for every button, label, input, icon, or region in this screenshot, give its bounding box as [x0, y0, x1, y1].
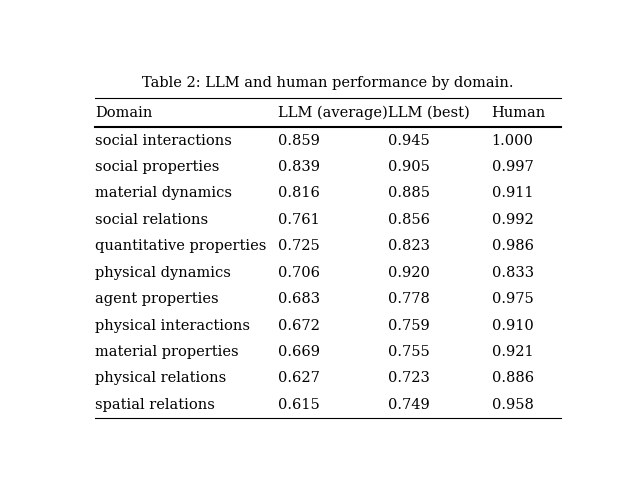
Text: 0.975: 0.975	[492, 292, 533, 306]
Text: physical interactions: physical interactions	[95, 318, 250, 333]
Text: 0.761: 0.761	[278, 213, 320, 227]
Text: Human: Human	[492, 106, 546, 120]
Text: 0.749: 0.749	[388, 398, 429, 412]
Text: 0.816: 0.816	[278, 186, 320, 200]
Text: spatial relations: spatial relations	[95, 398, 215, 412]
Text: 0.833: 0.833	[492, 266, 534, 280]
Text: 0.910: 0.910	[492, 318, 533, 333]
Text: 0.945: 0.945	[388, 133, 429, 148]
Text: 0.997: 0.997	[492, 160, 533, 174]
Text: social relations: social relations	[95, 213, 208, 227]
Text: 0.911: 0.911	[492, 186, 533, 200]
Text: 0.725: 0.725	[278, 239, 320, 253]
Text: 0.856: 0.856	[388, 213, 429, 227]
Text: 0.627: 0.627	[278, 371, 320, 385]
Text: 0.885: 0.885	[388, 186, 429, 200]
Text: LLM (best): LLM (best)	[388, 106, 469, 120]
Text: Table 2: LLM and human performance by domain.: Table 2: LLM and human performance by do…	[142, 76, 514, 90]
Text: material dynamics: material dynamics	[95, 186, 232, 200]
Text: 0.992: 0.992	[492, 213, 533, 227]
Text: 0.669: 0.669	[278, 345, 321, 359]
Text: 0.986: 0.986	[492, 239, 534, 253]
Text: 1.000: 1.000	[492, 133, 534, 148]
Text: social properties: social properties	[95, 160, 220, 174]
Text: 0.672: 0.672	[278, 318, 320, 333]
Text: 0.615: 0.615	[278, 398, 320, 412]
Text: 0.823: 0.823	[388, 239, 429, 253]
Text: 0.859: 0.859	[278, 133, 320, 148]
Text: 0.839: 0.839	[278, 160, 321, 174]
Text: 0.683: 0.683	[278, 292, 321, 306]
Text: 0.920: 0.920	[388, 266, 429, 280]
Text: 0.905: 0.905	[388, 160, 429, 174]
Text: 0.706: 0.706	[278, 266, 321, 280]
Text: agent properties: agent properties	[95, 292, 218, 306]
Text: 0.958: 0.958	[492, 398, 534, 412]
Text: physical relations: physical relations	[95, 371, 226, 385]
Text: social interactions: social interactions	[95, 133, 232, 148]
Text: 0.921: 0.921	[492, 345, 533, 359]
Text: physical dynamics: physical dynamics	[95, 266, 231, 280]
Text: LLM (average): LLM (average)	[278, 105, 388, 120]
Text: 0.723: 0.723	[388, 371, 429, 385]
Text: Domain: Domain	[95, 106, 152, 120]
Text: material properties: material properties	[95, 345, 239, 359]
Text: 0.755: 0.755	[388, 345, 429, 359]
Text: 0.778: 0.778	[388, 292, 429, 306]
Text: 0.759: 0.759	[388, 318, 429, 333]
Text: quantitative properties: quantitative properties	[95, 239, 266, 253]
Text: 0.886: 0.886	[492, 371, 534, 385]
